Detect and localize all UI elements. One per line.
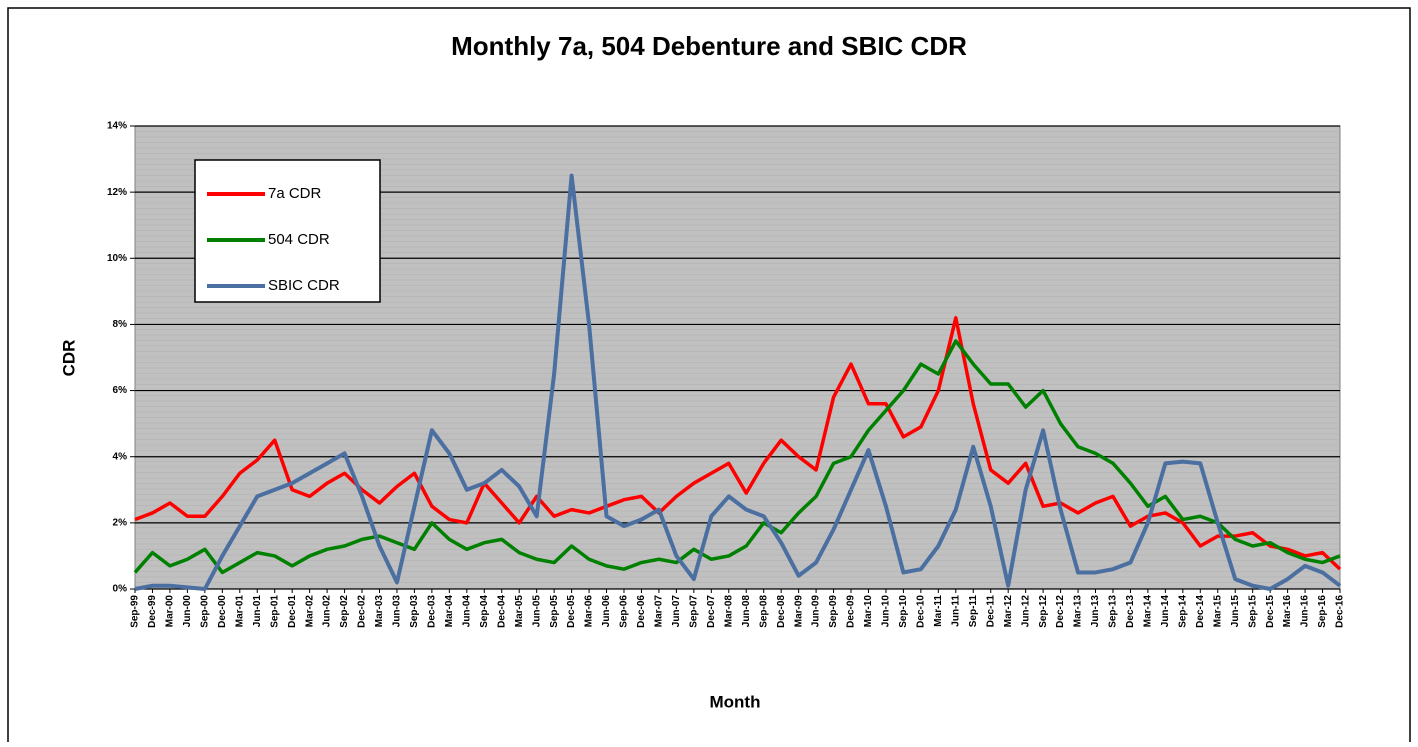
x-tick-label: Sep-12 xyxy=(1038,595,1049,628)
x-tick-label: Mar-10 xyxy=(863,595,874,628)
x-tick-label: Mar-07 xyxy=(654,595,665,628)
x-tick-label: Sep-03 xyxy=(409,595,420,628)
x-tick-label: Sep-14 xyxy=(1177,595,1188,628)
legend-label: 504 CDR xyxy=(268,231,330,248)
x-tick-label: Mar-05 xyxy=(514,595,525,628)
x-tick-label: Jun-01 xyxy=(252,595,263,628)
x-tick-label: Dec-10 xyxy=(916,595,927,628)
legend-box xyxy=(194,159,381,303)
x-tick-label: Dec-08 xyxy=(776,595,787,628)
y-axis-label: CDR xyxy=(59,340,78,377)
x-tick-label: Mar-14 xyxy=(1143,595,1154,628)
x-tick-label: Dec-07 xyxy=(706,595,717,628)
x-tick-label: Jun-15 xyxy=(1230,595,1241,628)
x-tick-label: Mar-09 xyxy=(793,595,804,628)
x-tick-label: Dec-12 xyxy=(1055,595,1066,628)
x-tick-label: Dec-02 xyxy=(357,595,368,628)
line-series xyxy=(134,316,1342,571)
y-tick-label: 4% xyxy=(113,451,128,462)
x-tick-label: Dec-04 xyxy=(496,595,507,628)
x-tick-label: Dec-01 xyxy=(287,595,298,628)
x-tick-label: Jun-07 xyxy=(671,595,682,628)
x-tick-label: Mar-00 xyxy=(165,595,176,628)
x-tick-label: Dec-13 xyxy=(1125,595,1136,628)
y-tick-label: 0% xyxy=(113,584,128,595)
x-tick-label: Sep-99 xyxy=(130,595,141,628)
x-tick-label: Mar-04 xyxy=(444,595,455,628)
x-tick-label: Jun-00 xyxy=(182,595,193,628)
x-tick-label: Mar-02 xyxy=(304,595,315,628)
x-tick-label: Jun-03 xyxy=(392,595,403,628)
x-tick-label: Dec-09 xyxy=(846,595,857,628)
x-tick-label: Dec-06 xyxy=(636,595,647,628)
y-tick-label: 8% xyxy=(113,319,128,330)
x-tick-label: Dec-00 xyxy=(217,595,228,628)
y-tick-label: 12% xyxy=(107,187,127,198)
x-tick-label: Jun-16 xyxy=(1300,595,1311,628)
x-tick-label: Mar-15 xyxy=(1212,595,1223,628)
x-tick-label: Jun-11 xyxy=(950,595,961,627)
x-tick-label: Jun-14 xyxy=(1160,595,1171,628)
x-tick-label: Jun-05 xyxy=(531,595,542,628)
x-tick-label: Mar-01 xyxy=(234,595,245,628)
x-tick-label: Sep-07 xyxy=(688,595,699,628)
x-tick-label: Sep-02 xyxy=(339,595,350,628)
y-tick-label: 10% xyxy=(107,253,127,264)
x-tick-label: Sep-00 xyxy=(199,595,210,628)
x-tick-label: Sep-13 xyxy=(1108,595,1119,628)
x-tick-label: Dec-03 xyxy=(427,595,438,628)
x-tick-label: Mar-16 xyxy=(1282,595,1293,628)
x-tick-label: Jun-06 xyxy=(601,595,612,628)
x-tick-label: Mar-06 xyxy=(584,595,595,628)
x-tick-label: Jun-04 xyxy=(461,595,472,628)
x-tick-label: Sep-01 xyxy=(269,595,280,628)
x-tick-label: Mar-13 xyxy=(1073,595,1084,628)
x-tick-label: Jun-13 xyxy=(1090,595,1101,628)
x-tick-label: Sep-11 xyxy=(968,595,979,628)
x-tick-label: Sep-05 xyxy=(549,595,560,628)
y-tick-label: 6% xyxy=(113,385,128,396)
line-series xyxy=(133,339,1341,575)
x-tick-label: Dec-11 xyxy=(985,595,996,628)
y-tick-label: 2% xyxy=(113,517,128,528)
x-tick-label: Sep-10 xyxy=(898,595,909,628)
legend-label: SBIC CDR xyxy=(268,277,340,294)
x-tick-label: Mar-11 xyxy=(933,595,944,627)
x-tick-label: Dec-99 xyxy=(147,595,158,628)
x-tick-label: Dec-14 xyxy=(1195,595,1206,628)
x-tick-label: Jun-12 xyxy=(1020,595,1031,628)
x-tick-label: Dec-05 xyxy=(566,595,577,628)
x-tick-label: Mar-03 xyxy=(374,595,385,628)
x-tick-label: Sep-08 xyxy=(758,595,769,628)
line-series xyxy=(134,173,1342,591)
x-tick-label: Sep-09 xyxy=(828,595,839,628)
x-tick-label: Dec-15 xyxy=(1265,595,1276,628)
y-tick-label: 14% xyxy=(107,121,127,132)
x-tick-label: Dec-16 xyxy=(1335,595,1346,628)
x-tick-label: Sep-15 xyxy=(1247,595,1258,628)
x-tick-label: Mar-08 xyxy=(723,595,734,628)
x-axis-label: Month xyxy=(710,692,761,711)
x-tick-label: Sep-06 xyxy=(619,595,630,628)
x-tick-label: Sep-04 xyxy=(479,595,490,628)
x-tick-label: Jun-02 xyxy=(322,595,333,628)
x-tick-label: Jun-09 xyxy=(811,595,822,628)
chart-title: Monthly 7a, 504 Debenture and SBIC CDR xyxy=(451,31,967,61)
x-tick-label: Jun-08 xyxy=(741,595,752,628)
x-tick-label: Sep-16 xyxy=(1317,595,1328,628)
x-tick-label: Mar-12 xyxy=(1003,595,1014,628)
x-tick-label: Jun-10 xyxy=(881,595,892,628)
legend-label: 7a CDR xyxy=(268,185,322,202)
